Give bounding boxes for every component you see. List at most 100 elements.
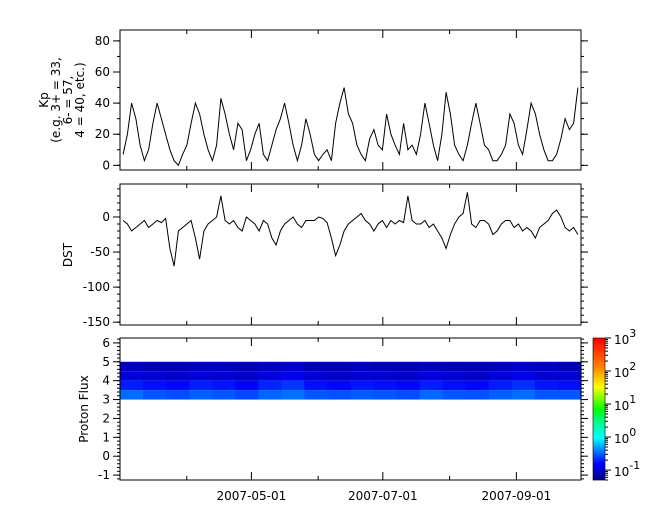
colorbar-strip — [593, 445, 605, 447]
proton-flux-ylabel: Proton Flux — [77, 375, 91, 442]
y-tick-label: -1 — [98, 468, 110, 482]
colorbar-strip — [593, 468, 605, 470]
spectrogram-cell — [419, 380, 444, 391]
colorbar-strip — [593, 398, 605, 400]
plot-frame — [119, 29, 582, 171]
colorbar-strip — [593, 466, 605, 468]
colorbar-strip — [593, 411, 605, 413]
colorbar-strip — [593, 375, 605, 377]
spectrogram-cell — [557, 371, 582, 381]
colorbar-strip — [593, 408, 605, 410]
colorbar-strip — [593, 414, 605, 416]
colorbar-strip — [593, 393, 605, 395]
colorbar-strip — [593, 348, 605, 350]
spectrogram-cell — [304, 371, 328, 381]
colorbar-tick-label: 100 — [614, 426, 636, 446]
colorbar-strip — [593, 452, 605, 454]
colorbar-strip — [593, 412, 605, 414]
colorbar-strip — [593, 413, 605, 415]
colorbar-strip — [593, 391, 605, 393]
spectrogram-cell — [350, 361, 375, 372]
colorbar-strip — [593, 438, 605, 440]
spectrogram-cell — [189, 380, 213, 391]
colorbar-strip — [593, 372, 605, 374]
spectrogram-cell — [534, 371, 559, 381]
colorbar-strip — [593, 364, 605, 366]
spectrogram-cell — [511, 361, 536, 372]
colorbar-strip — [593, 344, 605, 346]
colorbar-strip — [593, 380, 605, 382]
spectrogram-cell — [396, 390, 421, 400]
colorbar-strip — [593, 453, 605, 455]
colorbar-strip — [593, 350, 605, 352]
colorbar-strip — [593, 467, 605, 469]
y-tick-label: 60 — [95, 65, 110, 79]
colorbar-strip — [593, 374, 605, 376]
spectrogram-cell — [281, 371, 305, 381]
spectrogram-cell — [373, 390, 398, 400]
spectrogram-cell — [189, 371, 213, 381]
spectrogram-cell — [166, 380, 190, 391]
colorbar-strip — [593, 462, 605, 464]
colorbar-strip — [593, 477, 605, 479]
spectrogram-cell — [304, 361, 328, 372]
colorbar-strip — [593, 469, 605, 471]
y-tick-label: 2 — [102, 411, 110, 425]
y-tick-label: 40 — [95, 96, 110, 110]
colorbar-strip — [593, 423, 605, 425]
spectrogram-cell — [258, 361, 282, 372]
colorbar-strip — [593, 476, 605, 478]
colorbar-strip — [593, 352, 605, 354]
spectrogram-cell — [373, 380, 398, 391]
spectrogram-cell — [143, 361, 167, 372]
colorbar-strip — [593, 402, 605, 404]
colorbar-strip — [593, 430, 605, 432]
colorbar-strip — [593, 475, 605, 477]
spectrogram-cell — [212, 380, 236, 391]
data-line — [122, 87, 579, 167]
colorbar-strip — [593, 418, 605, 420]
spectrogram-cell — [235, 361, 259, 372]
colorbar-strip — [593, 347, 605, 349]
spectrogram-cell — [281, 390, 305, 400]
colorbar-strip — [593, 339, 605, 341]
colorbar-strip — [593, 479, 605, 481]
spectrogram-cell — [281, 361, 305, 372]
spectrogram-cell — [511, 390, 536, 400]
colorbar-strip — [593, 349, 605, 351]
spectrogram-cell — [511, 380, 536, 391]
spectrogram-cell — [442, 390, 467, 400]
colorbar-strip — [593, 433, 605, 435]
colorbar-strip — [593, 428, 605, 430]
colorbar-strip — [593, 399, 605, 401]
colorbar-strip — [593, 478, 605, 480]
spectrogram-cell — [120, 390, 144, 400]
colorbar-strip — [593, 397, 605, 399]
y-tick-label: 80 — [95, 34, 110, 48]
colorbar-strip — [593, 456, 605, 458]
y-axis-label-line: (e.g. 3+ = 33, — [49, 57, 63, 143]
spectrogram-cell — [557, 390, 582, 400]
colorbar-strip — [593, 443, 605, 445]
colorbar-strip — [593, 340, 605, 342]
spectrogram-cell — [396, 361, 421, 372]
spectrogram-cell — [396, 380, 421, 391]
colorbar-strip — [593, 406, 605, 408]
colorbar-strip — [593, 386, 605, 388]
colorbar-strip — [593, 345, 605, 347]
colorbar-strip — [593, 420, 605, 422]
y-tick-label: 5 — [102, 355, 110, 369]
colorbar-strip — [593, 351, 605, 353]
colorbar-strip — [593, 474, 605, 476]
colorbar-strip — [593, 431, 605, 433]
plot-frame — [119, 337, 582, 481]
colorbar-strip — [593, 451, 605, 453]
colorbar-strip — [593, 383, 605, 385]
colorbar-strip — [593, 436, 605, 438]
colorbar-strip — [593, 429, 605, 431]
spectrogram-cell — [488, 371, 513, 381]
colorbar-strip — [593, 342, 605, 344]
spectrogram-cell — [258, 371, 282, 381]
y-tick-label: 20 — [95, 127, 110, 141]
